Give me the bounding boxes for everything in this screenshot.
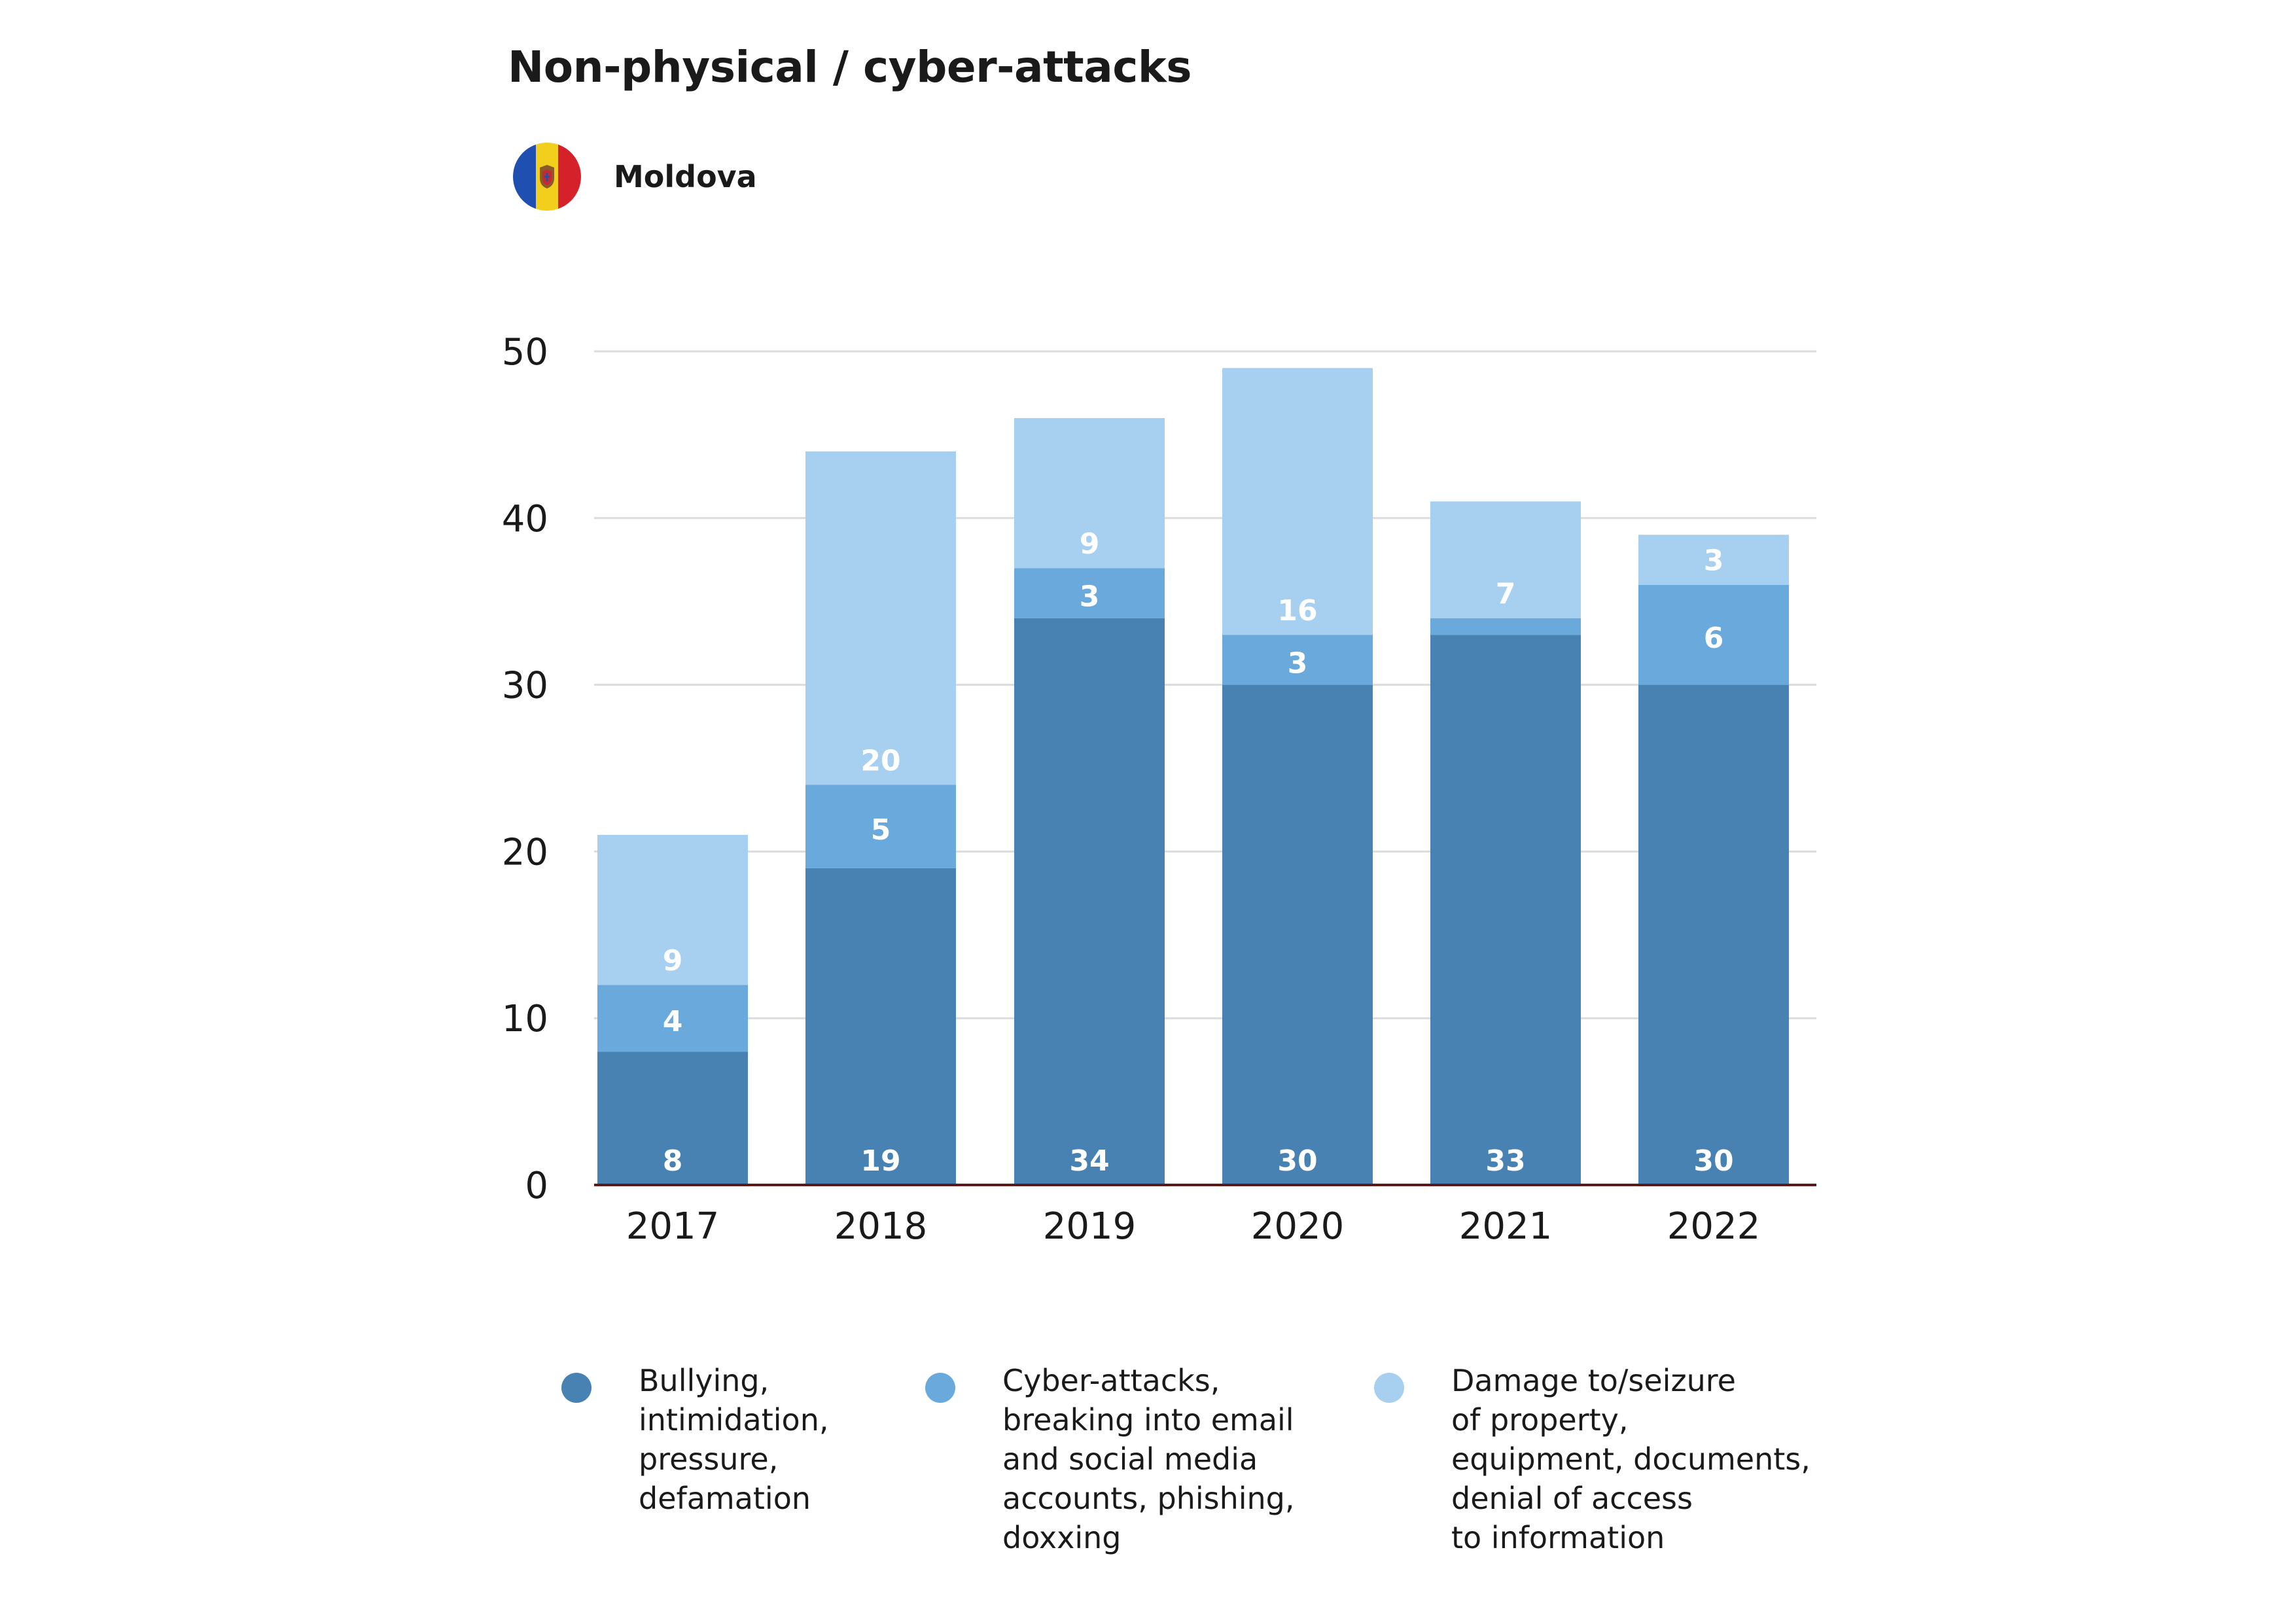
x-tick-label: 2021	[1459, 1205, 1553, 1248]
data-label: 7	[1496, 578, 1516, 611]
data-label: 6	[1704, 622, 1724, 655]
data-label: 33	[1485, 1144, 1525, 1178]
bar-segment	[1222, 368, 1373, 635]
data-label: 3	[1288, 646, 1308, 680]
data-label: 3	[1704, 544, 1724, 578]
x-tick-label: 2022	[1667, 1205, 1761, 1248]
data-label: 9	[1080, 527, 1100, 561]
data-label: 9	[663, 944, 683, 978]
y-tick-label: 10	[502, 998, 548, 1040]
x-tick-label: 2017	[626, 1205, 720, 1248]
bar-segment	[1014, 618, 1165, 1185]
bar-segment	[805, 451, 956, 785]
data-label: 4	[663, 1005, 683, 1038]
bar-segment	[1222, 635, 1373, 685]
y-tick-label: 40	[502, 498, 548, 540]
legend-item-bullying: Bullying, intimidation, pressure, defama…	[561, 1361, 828, 1518]
x-tick-label: 2020	[1251, 1205, 1345, 1248]
y-tick-label: 30	[502, 665, 548, 707]
legend-dot-cyber-attacks	[925, 1373, 955, 1403]
bar-segment	[1014, 568, 1165, 618]
chart-title: Non-physical / cyber-attacks	[508, 42, 1192, 92]
data-label: 16	[1277, 594, 1317, 627]
bar-segment	[1638, 684, 1789, 1185]
bar-segment	[1222, 684, 1373, 1185]
x-tick-label: 2018	[834, 1205, 928, 1248]
country-name: Moldova	[614, 159, 757, 194]
legend-item-damage: Damage to/seizure of property, equipment…	[1374, 1361, 1810, 1557]
bar-segment	[1430, 501, 1581, 618]
legend-label-bullying: Bullying, intimidation, pressure, defama…	[639, 1363, 829, 1516]
country-header: Moldova	[513, 143, 757, 211]
legend-dot-bullying	[561, 1373, 592, 1403]
data-label: 30	[1693, 1144, 1733, 1178]
data-label: 3	[1080, 580, 1100, 613]
data-label: 19	[860, 1144, 900, 1178]
legend-dot-damage	[1374, 1373, 1404, 1403]
bar-segment	[597, 834, 748, 985]
bar-segment	[597, 1051, 748, 1185]
bar-segment	[1430, 635, 1581, 1185]
data-label: 34	[1069, 1144, 1109, 1178]
bar-segment	[1014, 417, 1165, 569]
data-label: 20	[860, 744, 900, 777]
data-label: 8	[663, 1144, 683, 1178]
bar-segment	[805, 785, 956, 868]
bar-segment	[1430, 618, 1581, 635]
data-label: 5	[871, 813, 891, 847]
data-label: 30	[1277, 1144, 1317, 1178]
bar-segment	[1638, 584, 1789, 685]
bar-segment	[597, 985, 748, 1052]
x-tick-label: 2019	[1043, 1205, 1137, 1248]
y-tick-label: 0	[525, 1165, 548, 1207]
bar-segment	[805, 868, 956, 1185]
legend-label-cyber-attacks: Cyber-attacks, breaking into email and s…	[1002, 1363, 1295, 1555]
coat-of-arms-icon	[540, 165, 554, 188]
legend-item-cyber-attacks: Cyber-attacks, breaking into email and s…	[925, 1361, 1294, 1557]
y-tick-label: 20	[502, 831, 548, 874]
legend-label-damage: Damage to/seizure of property, equipment…	[1451, 1363, 1810, 1555]
y-tick-label: 50	[502, 331, 548, 374]
bar-segment	[1638, 535, 1789, 585]
